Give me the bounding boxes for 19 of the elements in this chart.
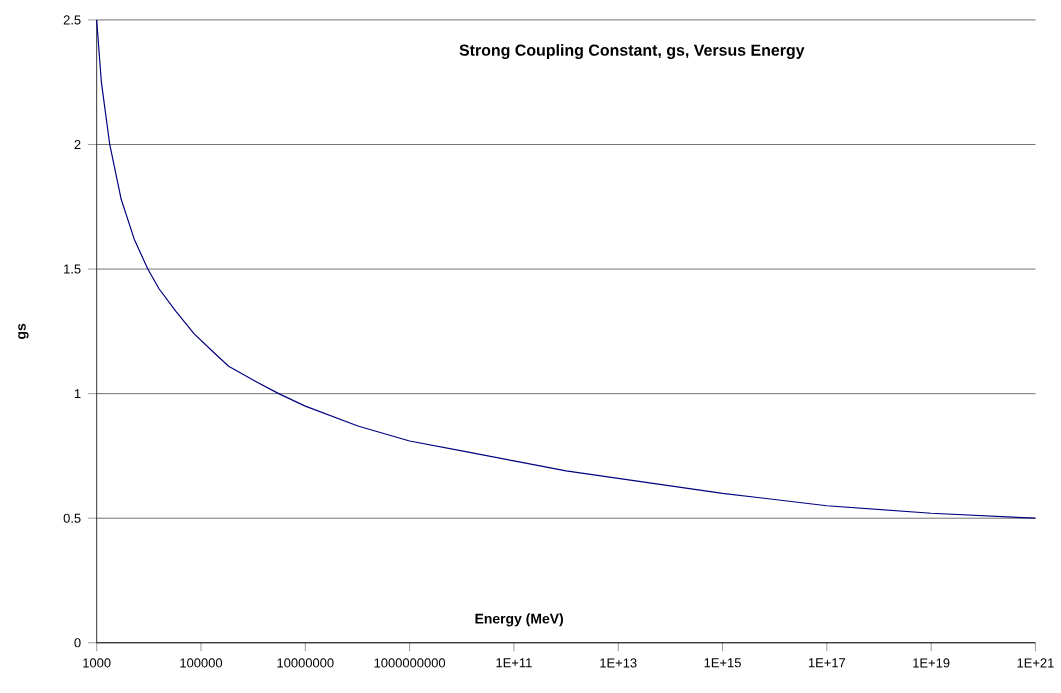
x-tick-label: 100000 — [180, 658, 223, 668]
y-tick-label: 2 — [74, 140, 81, 150]
y-tick-label: 0 — [74, 638, 81, 648]
x-tick-label: 1E+19 — [913, 658, 950, 668]
y-tick-label: 0.5 — [63, 513, 81, 523]
x-tick-label: 1E+17 — [808, 658, 846, 668]
y-tick-label: 2.5 — [63, 15, 81, 25]
x-tick-label: 1E+15 — [704, 658, 741, 668]
x-tick-label: 1000000000 — [374, 658, 446, 668]
x-tick-label: 1E+13 — [600, 658, 637, 668]
y-axis-title: gs — [18, 323, 29, 340]
x-tick-label: 1000 — [83, 658, 111, 668]
y-tick-label: 1.5 — [64, 264, 81, 274]
x-tick-label: 10000000 — [277, 658, 334, 668]
x-axis-title: Energy (MeV) — [475, 613, 563, 627]
x-tick-label: 1E+11 — [496, 658, 532, 668]
text: Strong Coupling Constant, gs, Versus Energy — [459, 44, 805, 60]
y-tick-label: 1 — [74, 389, 81, 399]
x-tick-label: 1E+21 — [1017, 658, 1054, 668]
